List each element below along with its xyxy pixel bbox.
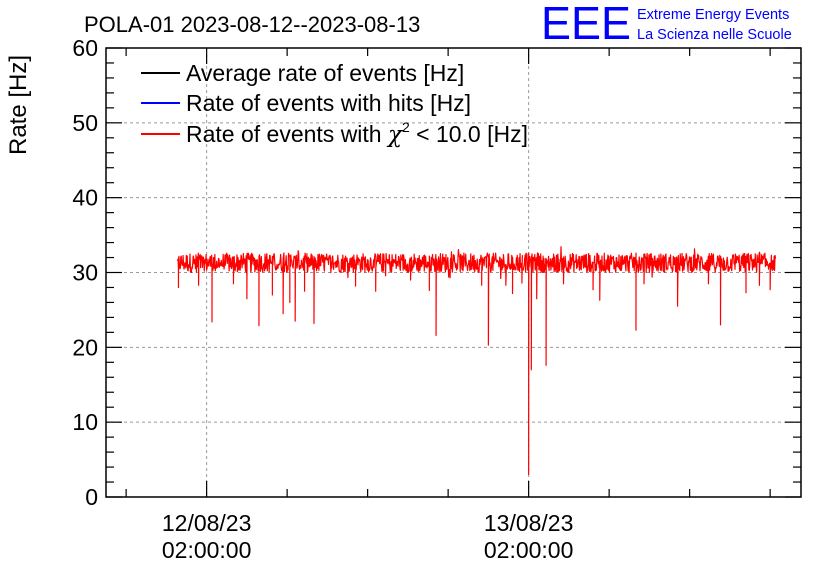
logo-line-1: Extreme Energy Events	[637, 7, 789, 23]
y-tick-label: 50	[72, 110, 98, 136]
x-tick-label-date: 12/08/23	[162, 510, 252, 536]
x-tick-label-time: 02:00:00	[162, 537, 252, 563]
logo-line-2: La Scienza nelle Scuole	[637, 27, 792, 43]
y-tick-label: 60	[72, 35, 98, 61]
legend-label: Rate of events with hits [Hz]	[186, 90, 471, 116]
logo-mark: EEE	[541, 0, 631, 49]
x-tick-label-time: 02:00:00	[484, 537, 574, 563]
y-tick-label: 0	[85, 484, 98, 510]
legend-label: Rate of events with χ2 < 10.0 [Hz]	[186, 119, 528, 148]
y-tick-label: 30	[72, 260, 98, 286]
x-tick-label-date: 13/08/23	[484, 510, 574, 536]
plot-area: 010203040506012/08/2302:00:0013/08/2302:…	[72, 35, 802, 563]
y-axis-label: Rate [Hz]	[5, 55, 32, 155]
y-tick-label: 20	[72, 334, 98, 360]
series-line-chi2	[176, 246, 777, 476]
chart-title: POLA-01 2023-08-12--2023-08-13	[84, 12, 420, 37]
y-tick-label: 10	[72, 409, 98, 435]
legend-label: Average rate of events [Hz]	[186, 60, 464, 86]
y-tick-label: 40	[72, 185, 98, 211]
eee-logo: EEE Extreme Energy Events La Scienza nel…	[541, 0, 792, 49]
